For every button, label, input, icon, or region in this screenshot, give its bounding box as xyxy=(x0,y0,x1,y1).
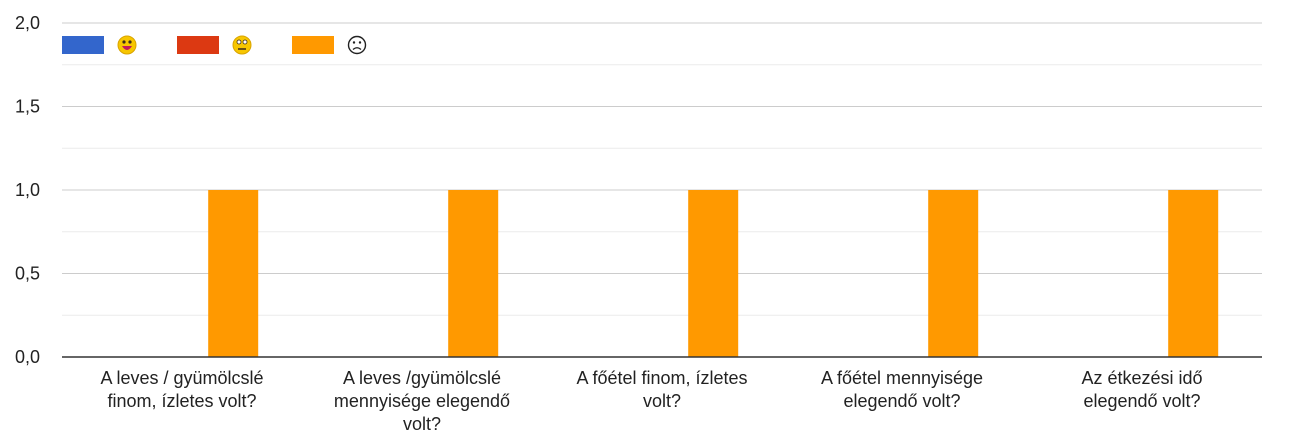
legend-item[interactable] xyxy=(292,35,367,55)
bar[interactable] xyxy=(1168,190,1219,357)
bar[interactable] xyxy=(688,190,739,357)
legend-swatch xyxy=(62,36,104,54)
y-tick-label: 1,5 xyxy=(15,97,40,117)
bars xyxy=(208,190,1219,357)
x-category-label: A főétel finom, ízletes volt? xyxy=(576,368,747,411)
x-category-label: A leves /gyümölcslé mennyisége elegendő vo… xyxy=(334,368,510,434)
y-tick-label: 2,0 xyxy=(15,13,40,33)
legend-swatch xyxy=(177,36,219,54)
y-tick-label: 0,0 xyxy=(15,347,40,367)
x-category-label: Az étkezési idő elegendő volt? xyxy=(1081,368,1202,411)
gridlines xyxy=(62,22,1262,316)
emoji-face-icon xyxy=(117,35,137,55)
x-category-label: A leves / gyümölcslé finom, ízletes volt? xyxy=(100,368,263,411)
bar[interactable] xyxy=(928,190,979,357)
legend-item[interactable] xyxy=(177,35,252,55)
y-axis-ticks: 0,0 0,5 1,0 1,5 2,0 xyxy=(15,13,40,367)
legend-swatch xyxy=(292,36,334,54)
emoji-face-icon xyxy=(347,35,367,55)
legend[interactable] xyxy=(62,35,367,55)
y-tick-label: 0,5 xyxy=(15,264,40,284)
legend-item[interactable] xyxy=(62,35,137,55)
x-axis-labels: A leves / gyümölcslé finom, ízletes volt?… xyxy=(100,368,1202,434)
y-tick-label: 1,0 xyxy=(15,180,40,200)
x-category-label: A főétel mennyisége elegendő volt? xyxy=(821,368,983,411)
bar[interactable] xyxy=(448,190,499,357)
bar[interactable] xyxy=(208,190,259,357)
emoji-face-icon xyxy=(232,35,252,55)
